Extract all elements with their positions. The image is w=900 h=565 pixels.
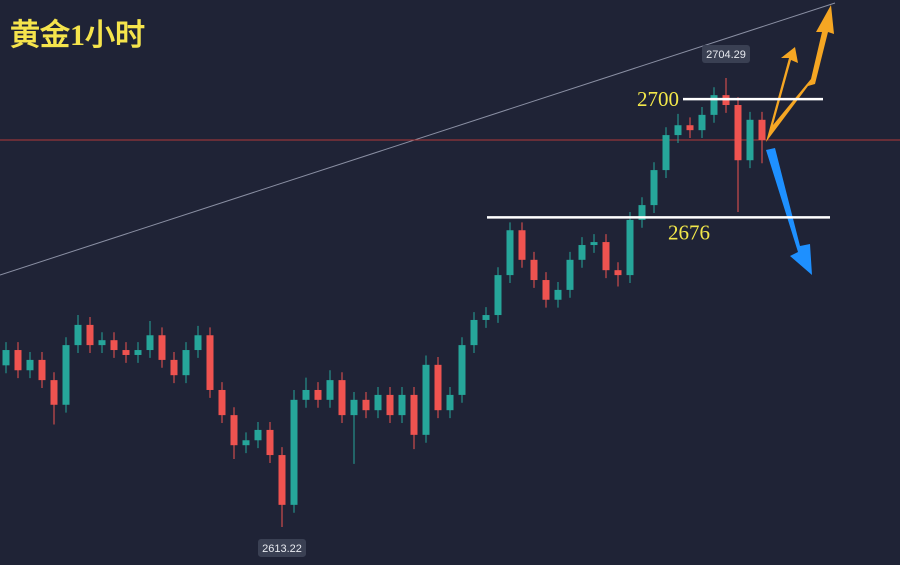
candle-body bbox=[290, 399, 298, 505]
candle-body bbox=[230, 415, 238, 446]
price-tag-box bbox=[258, 538, 306, 557]
candle-body bbox=[410, 394, 418, 435]
candle-body bbox=[74, 324, 82, 346]
candle-body bbox=[590, 242, 598, 246]
candle-body bbox=[758, 119, 766, 141]
candle-body bbox=[746, 119, 754, 161]
candle-body bbox=[14, 350, 22, 371]
candle-body bbox=[506, 230, 514, 276]
candle-body bbox=[386, 394, 394, 416]
candle-body bbox=[626, 219, 634, 276]
candle-body bbox=[122, 350, 130, 355]
candle-body bbox=[398, 394, 406, 416]
candle-body bbox=[686, 125, 694, 131]
candle-body bbox=[158, 335, 166, 360]
candle-body bbox=[26, 359, 34, 371]
candle-body bbox=[182, 350, 190, 376]
candle-body bbox=[338, 380, 346, 416]
candle-body bbox=[266, 429, 274, 456]
candle-body bbox=[650, 170, 658, 206]
candle-body bbox=[602, 242, 610, 271]
candles bbox=[0, 77, 900, 527]
candle-body bbox=[326, 380, 334, 400]
candle-body bbox=[434, 364, 442, 411]
candle-body bbox=[254, 429, 262, 441]
candle-body bbox=[518, 230, 526, 260]
candle-body bbox=[530, 259, 538, 281]
candle-body bbox=[362, 399, 370, 411]
candle-body bbox=[206, 335, 214, 390]
chart-title: 黄金1小时 bbox=[10, 18, 145, 52]
candle-body bbox=[554, 289, 562, 300]
candle-body bbox=[146, 335, 154, 351]
candle-body bbox=[2, 350, 10, 366]
candle-body bbox=[86, 324, 94, 346]
price-tag: 2613.22 bbox=[262, 543, 302, 555]
candle-body bbox=[302, 389, 310, 400]
price-tag-box bbox=[702, 44, 750, 63]
price-tag: 2704.29 bbox=[706, 49, 746, 61]
candle-body bbox=[314, 389, 322, 400]
candle-body bbox=[170, 359, 178, 376]
candle-body bbox=[542, 280, 550, 300]
candle-body bbox=[422, 364, 430, 435]
candle-body bbox=[734, 105, 742, 161]
candle-body bbox=[446, 394, 454, 411]
candle-body bbox=[662, 135, 670, 171]
candle-body bbox=[638, 205, 646, 220]
candle-body bbox=[494, 275, 502, 316]
candle-body bbox=[50, 380, 58, 405]
candle-body bbox=[194, 335, 202, 351]
candle-body bbox=[674, 125, 682, 136]
candle-body bbox=[350, 399, 358, 416]
candle-body bbox=[458, 345, 466, 395]
candle-body bbox=[62, 345, 70, 405]
candle-body bbox=[218, 389, 226, 416]
candle-body bbox=[614, 270, 622, 276]
up-arrow bbox=[766, 5, 834, 142]
candle-body bbox=[98, 340, 106, 346]
candle-body bbox=[698, 114, 706, 131]
candle-body bbox=[134, 350, 142, 355]
level-label: 2676 bbox=[668, 220, 710, 244]
candle-body bbox=[374, 394, 382, 411]
candle-body bbox=[470, 319, 478, 346]
candle-body bbox=[278, 455, 286, 505]
candle-body bbox=[242, 440, 250, 446]
down-arrow bbox=[766, 148, 812, 275]
candle-body bbox=[38, 359, 46, 381]
level-label: 2700 bbox=[637, 87, 679, 111]
trend-line bbox=[0, 2, 836, 276]
candle-body bbox=[710, 95, 718, 115]
candle-body bbox=[566, 259, 574, 290]
candle-body bbox=[578, 245, 586, 260]
candle-body bbox=[482, 315, 490, 320]
candle-body bbox=[110, 340, 118, 351]
